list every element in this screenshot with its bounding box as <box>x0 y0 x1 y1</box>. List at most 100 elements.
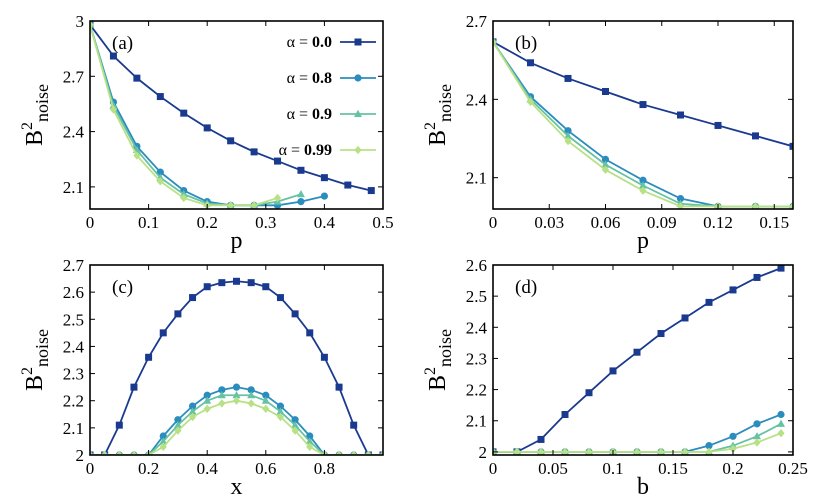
panel-c-frame <box>89 264 384 456</box>
data-point-s1-3 <box>601 155 610 163</box>
data-point-s1-10 <box>320 192 328 200</box>
data-point-s2-7 <box>188 407 197 415</box>
x-tick-label: 0.2 <box>722 459 743 478</box>
data-point-s0-8 <box>203 283 211 291</box>
data-point-s0-16 <box>320 353 328 361</box>
y-tick-label: 3 <box>76 12 85 31</box>
data-point-s0-2 <box>537 435 545 443</box>
y-tick-label: 2.1 <box>63 178 84 197</box>
data-point-s0-18 <box>350 421 358 429</box>
data-point-s0-11 <box>344 181 352 189</box>
y-tick-label: 2.7 <box>63 67 85 86</box>
data-point-s3-3 <box>156 177 164 186</box>
panel-b-series <box>493 37 793 209</box>
legend-swatch-marker <box>354 145 362 155</box>
data-point-s3-8 <box>789 202 793 209</box>
data-point-s2-11 <box>247 391 256 399</box>
data-point-s2-5 <box>159 437 168 445</box>
data-point-s1-12 <box>777 410 785 419</box>
x-tick-label: 0.09 <box>647 213 677 232</box>
data-point-s0-7 <box>657 330 665 338</box>
data-point-s2-13 <box>276 407 285 415</box>
data-point-s0-11 <box>247 279 255 287</box>
data-point-s2-8 <box>203 396 212 404</box>
x-tick-label: 0.8 <box>314 459 335 478</box>
x-tick-label: 0.3 <box>255 213 276 232</box>
data-point-s3-6 <box>174 426 182 435</box>
data-point-s3-18 <box>350 450 358 455</box>
y-axis-label: B2noise <box>422 84 455 146</box>
data-point-s1-4 <box>639 176 647 184</box>
data-point-s3-5 <box>676 202 685 209</box>
data-point-s1-14 <box>291 416 299 424</box>
data-point-s3-7 <box>751 202 760 209</box>
data-point-s3-17 <box>335 450 343 455</box>
data-point-s2-9 <box>217 391 226 399</box>
data-point-s3-1 <box>101 450 109 455</box>
x-tick-label: 0.25 <box>778 459 808 478</box>
data-point-s0-7 <box>752 132 759 140</box>
y-tick-label: 2.2 <box>466 381 487 400</box>
data-point-s3-20 <box>379 450 383 455</box>
data-point-s3-7 <box>250 201 258 209</box>
data-point-s0-3 <box>156 93 164 101</box>
data-point-s3-4 <box>585 447 593 455</box>
data-point-s1-11 <box>247 386 255 394</box>
data-point-s3-15 <box>306 442 314 452</box>
data-point-s2-3 <box>601 160 610 168</box>
data-point-s3-11 <box>247 399 255 408</box>
data-point-s0-9 <box>297 166 305 174</box>
data-point-s2-11 <box>753 432 761 440</box>
y-tick-label: 2 <box>479 443 488 462</box>
data-point-s0-6 <box>633 348 641 356</box>
x-tick-label: 0.2 <box>138 459 159 478</box>
x-axis-label: p <box>231 228 243 254</box>
data-point-s3-13 <box>276 412 285 422</box>
data-point-s3-7 <box>188 412 197 422</box>
data-point-s3-12 <box>777 428 785 438</box>
x-tick-label: 0.4 <box>314 213 336 232</box>
x-tick-label: 0.15 <box>759 213 789 232</box>
data-point-s1-15 <box>306 432 314 440</box>
data-point-s0-9 <box>705 298 713 306</box>
data-point-s0-13 <box>276 294 284 302</box>
panel-a-frame <box>89 20 384 210</box>
data-point-s0-5 <box>609 367 617 375</box>
data-point-s0-12 <box>367 187 375 195</box>
data-point-s3-4 <box>639 186 647 195</box>
data-point-s1-10 <box>232 383 241 391</box>
x-tick-label: 0.12 <box>703 213 733 232</box>
data-point-s0-6 <box>227 137 235 145</box>
data-point-s0-7 <box>250 148 258 156</box>
data-point-s1-10 <box>729 432 737 440</box>
data-point-s3-1 <box>526 97 535 107</box>
series-line-0 <box>90 280 383 455</box>
data-point-s3-8 <box>273 193 282 203</box>
data-point-s1-5 <box>159 432 167 440</box>
data-point-s2-12 <box>777 419 785 427</box>
y-tick-label: 2 <box>76 446 85 465</box>
data-point-s3-11 <box>753 438 761 447</box>
data-point-s1-2 <box>564 127 572 135</box>
x-tick-label: 0.2 <box>197 213 218 232</box>
data-point-s0-8 <box>681 314 689 322</box>
panel-label: (c) <box>112 277 133 298</box>
x-tick-label: 0.05 <box>538 459 568 478</box>
data-point-s0-3 <box>602 88 609 95</box>
y-tick-label: 2.5 <box>466 287 487 306</box>
panel-label: (a) <box>112 33 133 54</box>
panel-a-series <box>90 21 375 209</box>
y-axis-label: B2noise <box>19 329 52 391</box>
data-point-s3-8 <box>681 447 689 455</box>
data-point-s3-14 <box>291 426 299 435</box>
data-point-s0-5 <box>203 124 211 132</box>
data-point-s0-2 <box>133 74 141 82</box>
data-point-s0-5 <box>159 329 167 337</box>
data-point-s0-1 <box>109 52 117 60</box>
y-tick-label: 2.4 <box>63 337 85 356</box>
data-point-s0-6 <box>174 310 182 318</box>
data-point-s3-2 <box>564 136 572 146</box>
data-point-s3-0 <box>493 447 497 455</box>
y-tick-label: 2.3 <box>466 349 487 368</box>
